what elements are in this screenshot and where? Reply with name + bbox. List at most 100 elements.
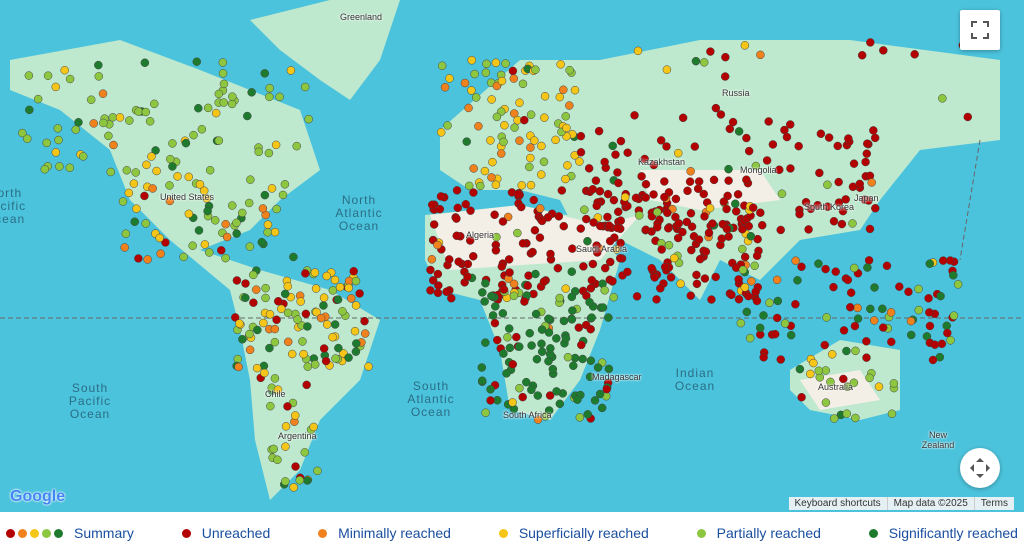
people-group-marker[interactable]	[78, 152, 88, 161]
people-group-marker[interactable]	[491, 302, 500, 311]
people-group-marker[interactable]	[797, 262, 806, 272]
people-group-marker[interactable]	[864, 196, 873, 205]
people-group-marker[interactable]	[189, 130, 198, 140]
people-group-marker[interactable]	[168, 162, 177, 171]
people-group-marker[interactable]	[344, 353, 353, 362]
people-group-marker[interactable]	[867, 178, 876, 187]
people-group-marker[interactable]	[132, 204, 141, 213]
people-group-marker[interactable]	[510, 123, 519, 132]
people-group-marker[interactable]	[273, 385, 283, 394]
people-group-marker[interactable]	[347, 294, 356, 303]
people-group-marker[interactable]	[563, 352, 573, 362]
people-group-marker[interactable]	[925, 259, 935, 268]
people-group-marker[interactable]	[949, 271, 958, 280]
people-group-marker[interactable]	[862, 149, 872, 158]
people-group-marker[interactable]	[360, 329, 370, 338]
people-group-marker[interactable]	[930, 340, 940, 349]
people-group-marker[interactable]	[731, 207, 741, 216]
people-group-marker[interactable]	[529, 195, 539, 205]
people-group-marker[interactable]	[623, 267, 632, 277]
people-group-marker[interactable]	[316, 313, 326, 323]
people-group-marker[interactable]	[745, 333, 755, 343]
people-group-marker[interactable]	[513, 190, 523, 199]
people-group-marker[interactable]	[199, 186, 209, 195]
people-group-marker[interactable]	[878, 323, 888, 332]
people-group-marker[interactable]	[878, 304, 887, 314]
people-group-marker[interactable]	[578, 354, 587, 364]
people-group-marker[interactable]	[464, 103, 473, 113]
people-group-marker[interactable]	[505, 268, 514, 277]
people-group-marker[interactable]	[700, 212, 709, 221]
people-group-marker[interactable]	[23, 134, 32, 143]
people-group-marker[interactable]	[757, 220, 767, 230]
people-group-marker[interactable]	[663, 208, 672, 218]
people-group-marker[interactable]	[492, 232, 501, 242]
people-group-marker[interactable]	[709, 175, 719, 185]
people-group-marker[interactable]	[493, 335, 502, 345]
people-group-marker[interactable]	[752, 296, 762, 306]
people-group-marker[interactable]	[470, 69, 479, 79]
people-group-marker[interactable]	[590, 396, 600, 405]
people-group-marker[interactable]	[203, 206, 212, 216]
people-group-marker[interactable]	[595, 186, 605, 196]
people-group-marker[interactable]	[428, 276, 438, 285]
people-group-marker[interactable]	[258, 204, 268, 213]
people-group-marker[interactable]	[768, 140, 778, 149]
people-group-marker[interactable]	[755, 323, 765, 333]
people-group-marker[interactable]	[42, 138, 51, 148]
people-group-marker[interactable]	[227, 99, 237, 109]
people-group-marker[interactable]	[299, 349, 308, 359]
people-group-marker[interactable]	[589, 218, 598, 227]
people-group-marker[interactable]	[265, 343, 274, 353]
people-group-marker[interactable]	[775, 165, 784, 175]
people-group-marker[interactable]	[759, 311, 768, 320]
people-group-marker[interactable]	[785, 120, 795, 129]
people-group-marker[interactable]	[351, 276, 361, 286]
people-group-marker[interactable]	[537, 347, 547, 356]
people-group-marker[interactable]	[937, 339, 947, 349]
people-group-marker[interactable]	[497, 262, 507, 271]
people-group-marker[interactable]	[863, 263, 872, 272]
people-group-marker[interactable]	[260, 69, 270, 78]
people-group-marker[interactable]	[260, 190, 270, 200]
people-group-marker[interactable]	[943, 328, 952, 338]
people-group-marker[interactable]	[725, 124, 735, 134]
people-group-marker[interactable]	[833, 141, 842, 151]
people-group-marker[interactable]	[245, 242, 255, 251]
people-group-marker[interactable]	[874, 382, 884, 391]
people-group-marker[interactable]	[751, 287, 760, 296]
people-group-marker[interactable]	[195, 180, 205, 189]
people-group-marker[interactable]	[593, 363, 603, 372]
people-group-marker[interactable]	[533, 415, 543, 424]
people-group-marker[interactable]	[678, 113, 688, 123]
people-group-marker[interactable]	[711, 103, 721, 113]
people-group-marker[interactable]	[18, 128, 27, 138]
people-group-marker[interactable]	[74, 118, 83, 127]
people-group-marker[interactable]	[673, 148, 683, 158]
people-group-marker[interactable]	[214, 136, 224, 145]
people-group-marker[interactable]	[611, 150, 620, 159]
people-group-marker[interactable]	[608, 141, 617, 151]
people-group-marker[interactable]	[71, 125, 80, 134]
people-group-marker[interactable]	[270, 227, 280, 237]
people-group-marker[interactable]	[604, 313, 613, 322]
people-group-marker[interactable]	[786, 330, 796, 340]
people-group-marker[interactable]	[865, 224, 875, 234]
people-group-marker[interactable]	[515, 383, 524, 393]
people-group-marker[interactable]	[694, 177, 704, 186]
people-group-marker[interactable]	[801, 197, 811, 207]
people-group-marker[interactable]	[555, 293, 564, 303]
people-group-marker[interactable]	[222, 232, 232, 242]
people-group-marker[interactable]	[232, 229, 241, 238]
people-group-marker[interactable]	[705, 203, 715, 213]
people-group-marker[interactable]	[565, 65, 574, 75]
people-group-marker[interactable]	[660, 177, 669, 186]
people-group-marker[interactable]	[270, 374, 280, 383]
people-group-marker[interactable]	[165, 196, 175, 206]
people-group-marker[interactable]	[460, 78, 470, 88]
people-group-marker[interactable]	[674, 219, 684, 228]
people-group-marker[interactable]	[664, 224, 673, 233]
people-group-marker[interactable]	[491, 246, 501, 255]
people-group-marker[interactable]	[946, 256, 955, 265]
people-group-marker[interactable]	[559, 85, 568, 94]
